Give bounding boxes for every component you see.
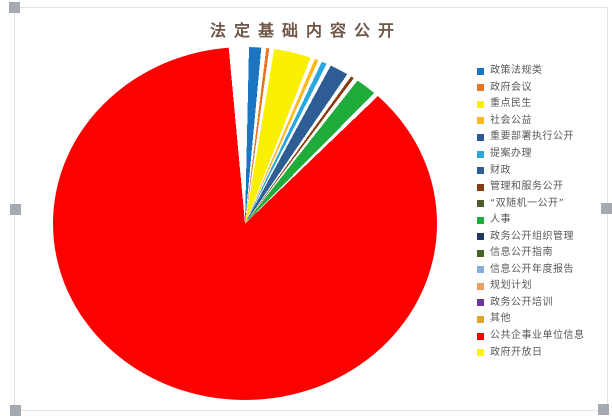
chart-title[interactable]: 法定基础内容公开 (209, 21, 402, 40)
legend-item[interactable]: 管理和服务公开 (477, 179, 611, 196)
legend-item[interactable]: 财政 (477, 162, 611, 179)
selection-handle-right-middle[interactable] (601, 203, 612, 214)
legend-item[interactable]: 规划计划 (477, 278, 611, 295)
legend-swatch (477, 216, 484, 224)
legend-item[interactable]: 政务公开组织管理 (477, 228, 611, 245)
legend-swatch (477, 233, 484, 241)
legend-swatch (477, 332, 484, 340)
legend-label: 政府开放日 (490, 346, 543, 358)
legend-item[interactable]: 政务公开培训 (477, 295, 611, 312)
legend-swatch (477, 84, 484, 92)
legend-swatch (477, 266, 484, 274)
legend-label: 信息公开指南 (490, 247, 553, 259)
legend-swatch (477, 200, 484, 208)
legend-item[interactable]: 政府开放日 (477, 344, 611, 361)
legend-swatch (477, 167, 484, 175)
legend-label: 重点民生 (490, 98, 532, 110)
legend-swatch (477, 349, 484, 357)
legend-swatch (477, 100, 484, 108)
legend-swatch (477, 67, 484, 75)
legend-label: 社会公益 (490, 114, 532, 126)
legend-swatch (477, 150, 484, 158)
legend: 政策法规类政府会议重点民生社会公益重要部署执行公开 提案办理财政管理和服务公开 “双… (477, 63, 611, 361)
legend-item[interactable]: 提案办理 (477, 146, 611, 163)
selection-handle-bottom-left[interactable] (10, 405, 21, 416)
legend-swatch (477, 299, 484, 307)
legend-swatch (477, 249, 484, 257)
selection-handle-top-left[interactable] (9, 2, 20, 13)
legend-item[interactable]: 政府会议 (477, 80, 611, 97)
legend-item[interactable]: 信息公开指南 (477, 245, 611, 262)
selection-handle-bottom-right[interactable] (598, 404, 609, 415)
legend-label: 重要部署执行公开 (490, 131, 574, 143)
legend-item[interactable]: “双随机一公开” (477, 195, 611, 212)
legend-label: 其他 (490, 313, 511, 325)
legend-label: 公共企事业单位信息 (490, 330, 585, 342)
legend-label: 管理和服务公开 (490, 181, 564, 193)
legend-item[interactable]: 信息公开年度报告 (477, 262, 611, 279)
legend-label: 政务公开培训 (490, 296, 553, 308)
legend-item[interactable]: 其他 (477, 311, 611, 328)
legend-label: 信息公开年度报告 (490, 263, 574, 275)
pie-chart[interactable] (53, 47, 437, 400)
legend-swatch (477, 282, 484, 290)
legend-item[interactable]: 人事 (477, 212, 611, 229)
legend-item[interactable]: 政策法规类 (477, 63, 611, 80)
legend-label: 政务公开组织管理 (490, 230, 574, 242)
legend-swatch (477, 117, 484, 125)
legend-label: 人事 (490, 214, 511, 226)
legend-swatch (477, 133, 484, 141)
legend-label: 提案办理 (490, 148, 532, 159)
legend-item[interactable]: 重点民生 (477, 96, 611, 113)
legend-label: 规划计划 (490, 280, 532, 292)
legend-swatch (477, 315, 484, 323)
legend-item[interactable]: 重要部署执行公开 (477, 129, 611, 146)
legend-label: 政策法规类 (490, 65, 543, 77)
legend-item[interactable]: 社会公益 (477, 113, 611, 130)
legend-label: 政府会议 (490, 81, 532, 93)
legend-item[interactable]: 公共企事业单位信息 (477, 328, 611, 345)
legend-label: 财政 (490, 164, 511, 176)
legend-label: “双随机一公开” (490, 197, 565, 209)
legend-swatch (477, 183, 484, 191)
selection-handle-left-middle[interactable] (10, 204, 21, 215)
